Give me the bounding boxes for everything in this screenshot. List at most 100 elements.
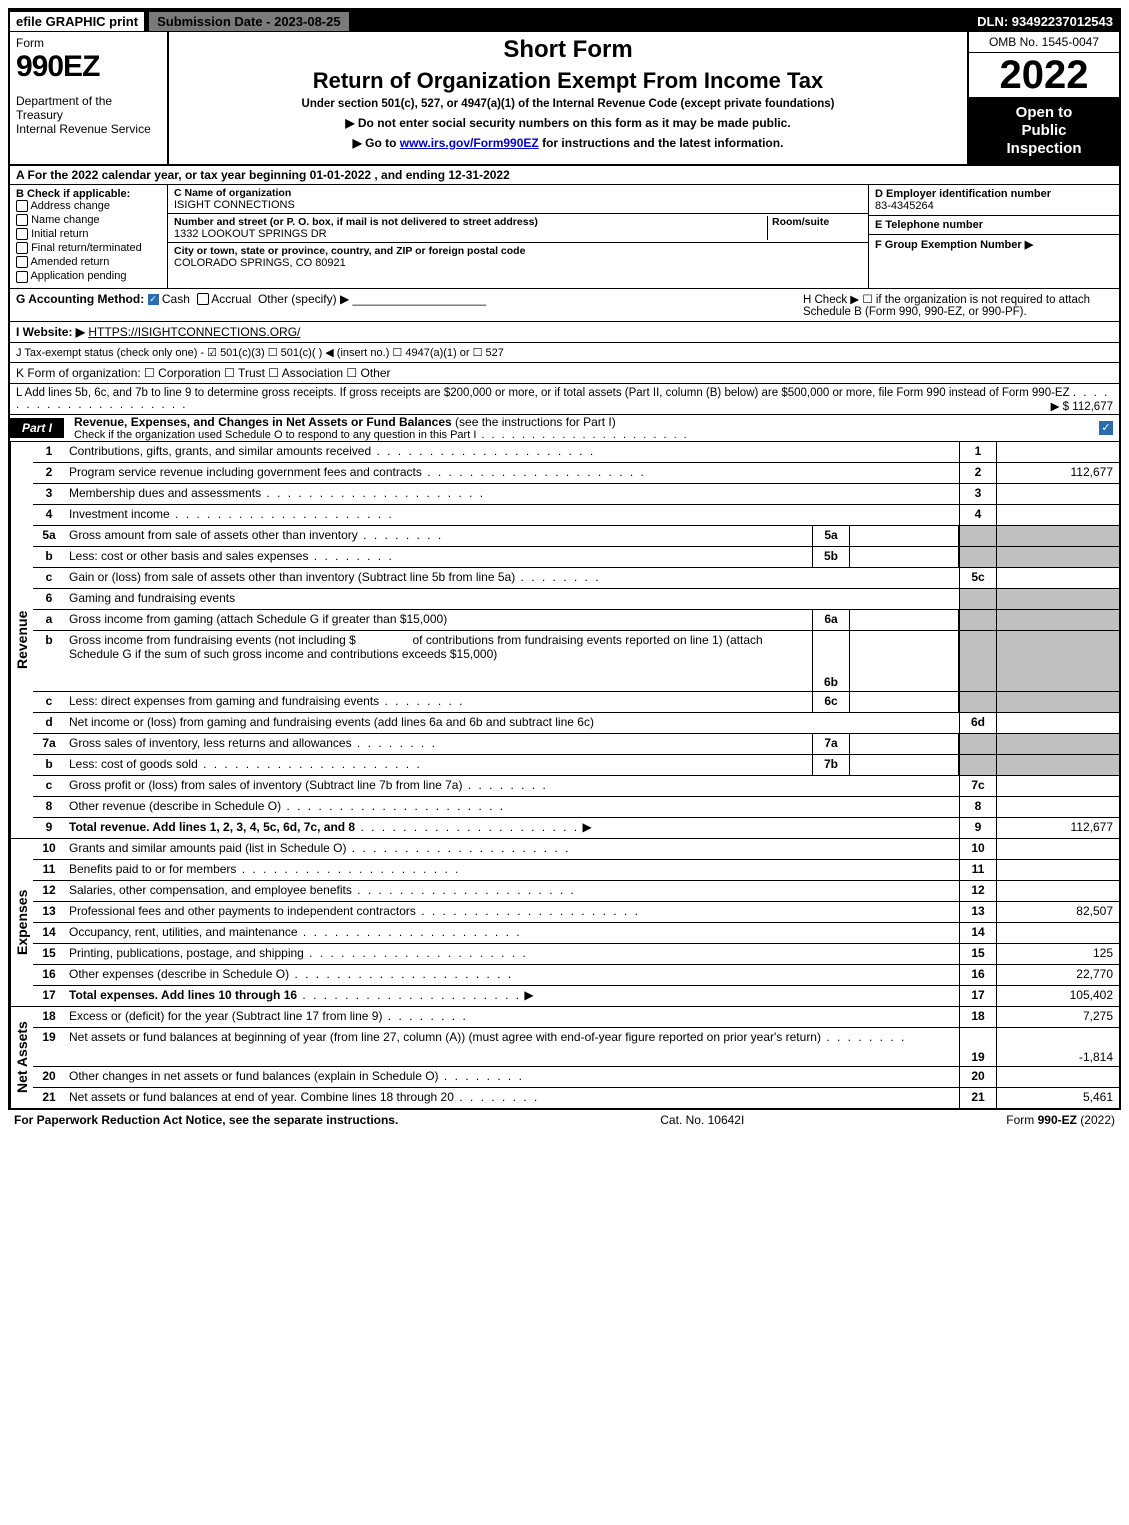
netassets-lines: 18 Excess or (deficit) for the year (Sub…	[33, 1007, 1119, 1108]
form-word: Form	[16, 36, 161, 50]
check-cash-icon: ✓	[148, 294, 159, 305]
check-amended-return[interactable]: Amended return	[16, 256, 161, 268]
ln15-amt: 125	[997, 944, 1119, 964]
e-phone: E Telephone number	[869, 216, 1119, 235]
footer-mid: Cat. No. 10642I	[398, 1113, 1006, 1127]
line-10: 10 Grants and similar amounts paid (list…	[33, 839, 1119, 860]
column-b: B Check if applicable: Address change Na…	[10, 185, 168, 288]
form-number: 990EZ	[16, 50, 161, 84]
line-l-amount: ▶ $ 112,677	[1051, 399, 1113, 413]
ln1-desc: Contributions, gifts, grants, and simila…	[65, 442, 959, 462]
e-label: E Telephone number	[875, 219, 983, 231]
line-7a: 7a Gross sales of inventory, less return…	[33, 734, 1119, 755]
c-city-value: COLORADO SPRINGS, CO 80921	[174, 257, 346, 269]
f-label: F Group Exemption Number ▶	[875, 239, 1033, 251]
header-left: Form 990EZ Department of the Treasury In…	[10, 32, 169, 164]
check-application-pending[interactable]: Application pending	[16, 270, 161, 282]
line-11: 11 Benefits paid to or for members 11	[33, 860, 1119, 881]
line-3: 3 Membership dues and assessments 3	[33, 484, 1119, 505]
ln18-amt: 7,275	[997, 1007, 1119, 1027]
ln1-col: 1	[959, 442, 997, 462]
line-15: 15 Printing, publications, postage, and …	[33, 944, 1119, 965]
return-title: Return of Organization Exempt From Incom…	[177, 68, 959, 94]
line-h: H Check ▶ ☐ if the organization is not r…	[797, 289, 1119, 321]
c-name: C Name of organization ISIGHT CONNECTION…	[168, 185, 868, 214]
ln19-amt: -1,814	[997, 1028, 1119, 1066]
g-cash: Cash	[162, 292, 190, 306]
arrow-line-1: ▶ Do not enter social security numbers o…	[177, 116, 959, 130]
line-19: 19 Net assets or fund balances at beginn…	[33, 1028, 1119, 1067]
omb-number: OMB No. 1545-0047	[969, 32, 1119, 53]
website-link[interactable]: HTTPS://ISIGHTCONNECTIONS.ORG/	[88, 325, 300, 339]
c-city-label: City or town, state or province, country…	[174, 245, 525, 257]
footer: For Paperwork Reduction Act Notice, see …	[8, 1110, 1121, 1130]
check-initial-return[interactable]: Initial return	[16, 228, 161, 240]
netassets-section: Net Assets 18 Excess or (deficit) for th…	[10, 1007, 1119, 1108]
part1-checkbox-icon: ✓	[1099, 421, 1113, 435]
submission-date: Submission Date - 2023-08-25	[148, 11, 350, 32]
expenses-lines: 10 Grants and similar amounts paid (list…	[33, 839, 1119, 1006]
b-title: B Check if applicable:	[16, 188, 161, 200]
line-4: 4 Investment income 4	[33, 505, 1119, 526]
ln17-amt: 105,402	[997, 986, 1119, 1006]
footer-right: Form 990-EZ (2022)	[1006, 1113, 1115, 1127]
efile-label: efile GRAPHIC print	[10, 12, 144, 31]
check-address-change[interactable]: Address change	[16, 200, 161, 212]
line-7b: b Less: cost of goods sold 7b	[33, 755, 1119, 776]
line-16: 16 Other expenses (describe in Schedule …	[33, 965, 1119, 986]
ln9-amt: 112,677	[997, 818, 1119, 838]
part1-header: Part I Revenue, Expenses, and Changes in…	[10, 415, 1119, 442]
part1-title: Revenue, Expenses, and Changes in Net As…	[64, 415, 452, 429]
line-8: 8 Other revenue (describe in Schedule O)…	[33, 797, 1119, 818]
line-1: 1 Contributions, gifts, grants, and simi…	[33, 442, 1119, 463]
c-street-value: 1332 LOOKOUT SPRINGS DR	[174, 228, 327, 240]
tax-year: 2022	[969, 53, 1119, 98]
line-6c: c Less: direct expenses from gaming and …	[33, 692, 1119, 713]
g-label: G Accounting Method:	[16, 292, 144, 306]
short-form-title: Short Form	[177, 36, 959, 64]
c-name-value: ISIGHT CONNECTIONS	[174, 199, 295, 211]
line-l: L Add lines 5b, 6c, and 7b to line 9 to …	[10, 384, 1119, 415]
ln13-amt: 82,507	[997, 902, 1119, 922]
revenue-section: Revenue 1 Contributions, gifts, grants, …	[10, 442, 1119, 839]
line-12: 12 Salaries, other compensation, and emp…	[33, 881, 1119, 902]
line-6b: b Gross income from fundraising events (…	[33, 631, 1119, 692]
part1-subline: Check if the organization used Schedule …	[64, 429, 1099, 441]
line-7c: c Gross profit or (loss) from sales of i…	[33, 776, 1119, 797]
expenses-vtab: Expenses	[10, 839, 33, 1006]
line-5c: c Gain or (loss) from sale of assets oth…	[33, 568, 1119, 589]
open2: Public	[973, 122, 1115, 140]
line-6d: d Net income or (loss) from gaming and f…	[33, 713, 1119, 734]
revenue-lines: 1 Contributions, gifts, grants, and simi…	[33, 442, 1119, 838]
revenue-vtab: Revenue	[10, 442, 33, 838]
g-other: Other (specify) ▶	[258, 292, 349, 306]
line-17: 17 Total expenses. Add lines 10 through …	[33, 986, 1119, 1006]
arrow2-pre: ▶ Go to	[353, 136, 400, 150]
ln2-amt: 112,677	[997, 463, 1119, 483]
line-g: G Accounting Method: ✓ Cash Accrual Othe…	[10, 289, 797, 321]
line-18: 18 Excess or (deficit) for the year (Sub…	[33, 1007, 1119, 1028]
irs-link[interactable]: www.irs.gov/Form990EZ	[400, 136, 539, 150]
line-6a: a Gross income from gaming (attach Sched…	[33, 610, 1119, 631]
g-accrual: Accrual	[211, 292, 251, 306]
column-def: D Employer identification number 83-4345…	[869, 185, 1119, 288]
header-center: Short Form Return of Organization Exempt…	[169, 32, 967, 164]
c-city: City or town, state or province, country…	[168, 243, 868, 271]
ln1-amt	[997, 442, 1119, 462]
line-9: 9 Total revenue. Add lines 1, 2, 3, 4, 5…	[33, 818, 1119, 838]
d-value: 83-4345264	[875, 200, 934, 212]
line-20: 20 Other changes in net assets or fund b…	[33, 1067, 1119, 1088]
line-j: J Tax-exempt status (check only one) - ☑…	[10, 343, 1119, 363]
c-street: Number and street (or P. O. box, if mail…	[168, 214, 868, 243]
part1-tab: Part I	[10, 418, 64, 438]
line-14: 14 Occupancy, rent, utilities, and maint…	[33, 923, 1119, 944]
line-2: 2 Program service revenue including gove…	[33, 463, 1119, 484]
check-final-return[interactable]: Final return/terminated	[16, 242, 161, 254]
ln21-amt: 5,461	[997, 1088, 1119, 1108]
d-ein: D Employer identification number 83-4345…	[869, 185, 1119, 216]
line-gh-wrap: G Accounting Method: ✓ Cash Accrual Othe…	[10, 289, 1119, 322]
department-label: Department of the Treasury Internal Reve…	[16, 94, 161, 136]
header-right: OMB No. 1545-0047 2022 Open to Public In…	[967, 32, 1119, 164]
check-name-change[interactable]: Name change	[16, 214, 161, 226]
line-5b: b Less: cost or other basis and sales ex…	[33, 547, 1119, 568]
